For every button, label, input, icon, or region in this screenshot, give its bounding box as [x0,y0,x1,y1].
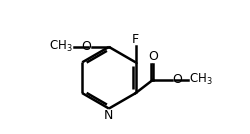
Text: O: O [172,73,182,86]
Text: O: O [82,40,92,53]
Text: O: O [148,50,158,63]
Text: N: N [104,109,114,122]
Text: CH$_3$: CH$_3$ [188,72,212,87]
Text: F: F [132,33,139,46]
Text: CH$_3$: CH$_3$ [49,39,73,54]
